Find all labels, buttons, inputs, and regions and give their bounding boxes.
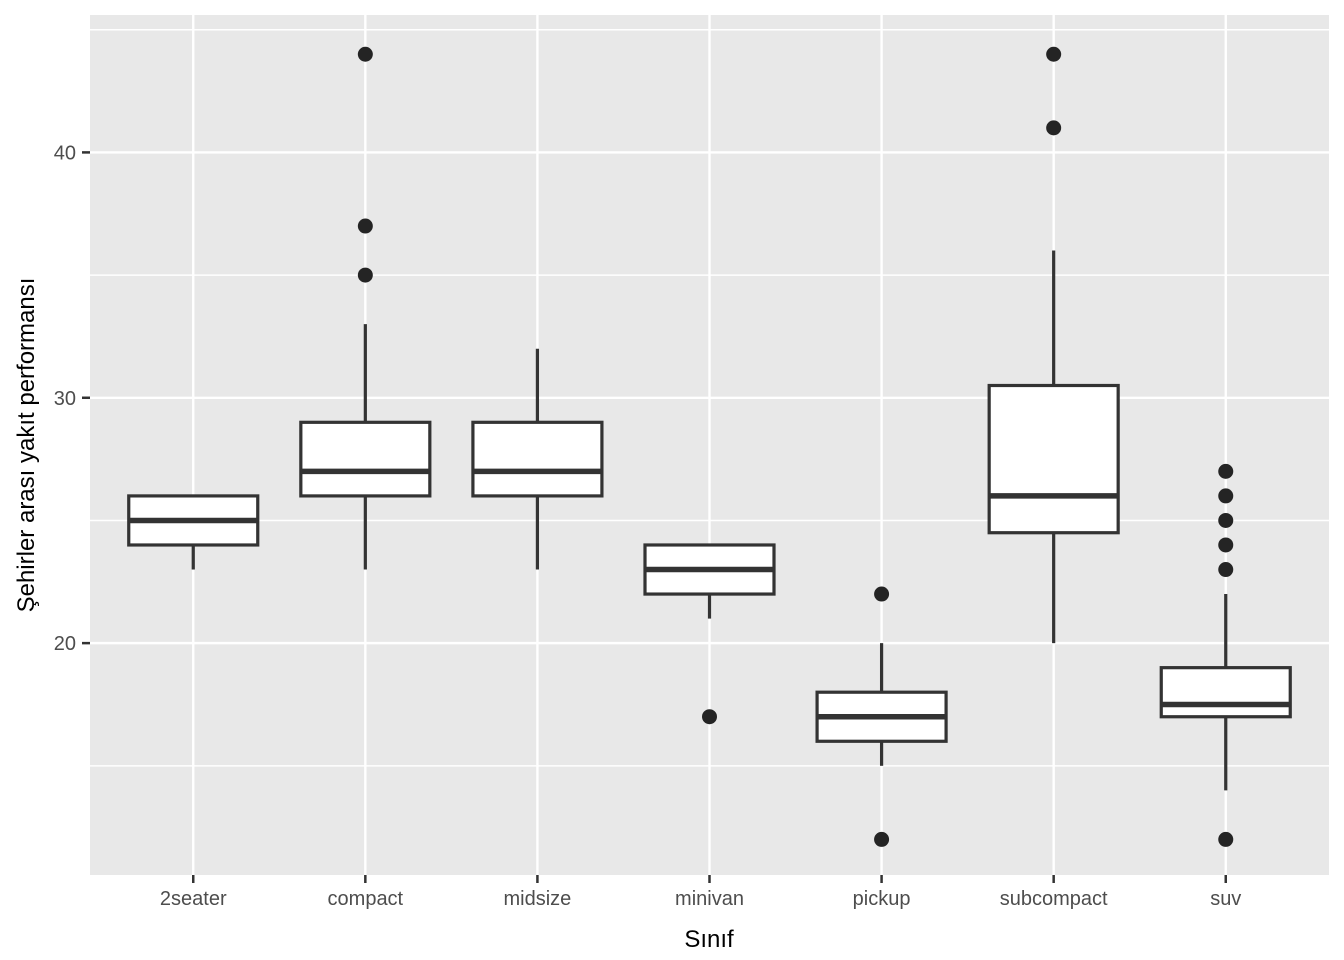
box-rect [299,420,432,498]
box-group-subcompact [987,46,1120,644]
y-tick-label: 40 [54,142,76,164]
outlier-point [1218,562,1234,578]
outlier-point [357,267,373,283]
y-tick-label: 30 [54,388,76,410]
box-group-suv [1159,463,1292,847]
box-rect [987,383,1120,535]
x-tick-label: minivan [675,888,744,910]
outlier-point [1218,831,1234,847]
outlier-point [874,831,890,847]
outlier-point [1046,46,1062,62]
outlier-point [1218,488,1234,504]
outlier-point [1046,120,1062,136]
outlier-point [357,218,373,234]
box-rect [471,420,604,498]
box-group-compact [299,46,432,570]
box-group-pickup [815,586,948,847]
box-rect [1159,666,1292,719]
outlier-point [1218,512,1234,528]
y-axis-title: Şehirler arası yakıt performansı [13,277,40,613]
outlier-point [1218,463,1234,479]
box-group-minivan [643,543,776,725]
outlier-point [1218,537,1234,553]
x-tick-label: midsize [504,888,572,910]
x-tick-label: subcompact [1000,888,1108,910]
outlier-point [357,46,373,62]
y-tick-label: 20 [54,633,76,655]
outlier-point [702,709,717,725]
outlier-point [874,586,890,602]
x-tick-label: pickup [853,888,911,910]
x-tick-label: compact [328,888,404,910]
x-tick-label: suv [1210,888,1241,910]
box-group-2seater [127,494,260,570]
box-group-midsize [471,348,604,570]
x-axis-title: Sınıf [684,926,734,953]
x-tick-label: 2seater [160,888,227,910]
